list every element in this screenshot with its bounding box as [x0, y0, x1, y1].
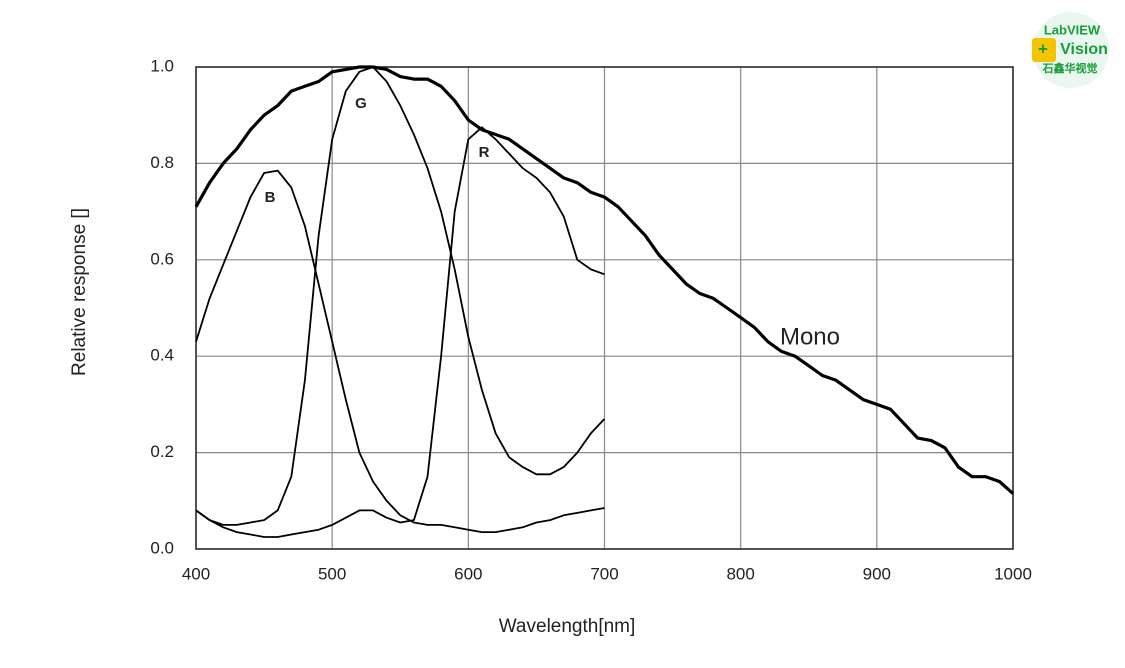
series-label: G	[355, 95, 367, 112]
x-tick-label: 1000	[994, 564, 1032, 583]
y-tick-label: 0.6	[150, 249, 174, 268]
plot-frame	[195, 66, 1014, 550]
x-tick-label: 800	[726, 564, 754, 583]
x-tick-label: 700	[590, 564, 618, 583]
x-axis-label: Wavelength[nm]	[499, 616, 636, 637]
y-tick-label: 0.8	[150, 153, 174, 172]
series-line	[195, 169, 605, 533]
y-tick-label: 0.4	[150, 346, 174, 365]
logo-text: LabVIEW	[1044, 22, 1101, 37]
series-line	[195, 66, 606, 526]
x-tick-label: 600	[454, 564, 482, 583]
x-tick-label: 400	[182, 564, 210, 583]
logo-text: 石鑫华视觉	[1042, 61, 1098, 75]
series-label: Mono	[780, 323, 840, 350]
logo-plus-box	[1032, 38, 1056, 62]
logo-plus: +	[1038, 39, 1048, 58]
logo-text: Vision	[1060, 41, 1108, 58]
series-line	[194, 65, 1015, 495]
logo-badge	[1033, 12, 1109, 88]
x-tick-label: 500	[318, 564, 346, 583]
series-label: B	[265, 189, 276, 206]
x-tick-label: 900	[863, 564, 891, 583]
series-line	[195, 126, 605, 538]
y-axis-label: Relative response []	[69, 208, 90, 376]
y-tick-label: 1.0	[150, 56, 174, 75]
series-label: R	[479, 144, 490, 161]
y-tick-label: 0.0	[150, 538, 174, 557]
y-tick-label: 0.2	[150, 442, 174, 461]
